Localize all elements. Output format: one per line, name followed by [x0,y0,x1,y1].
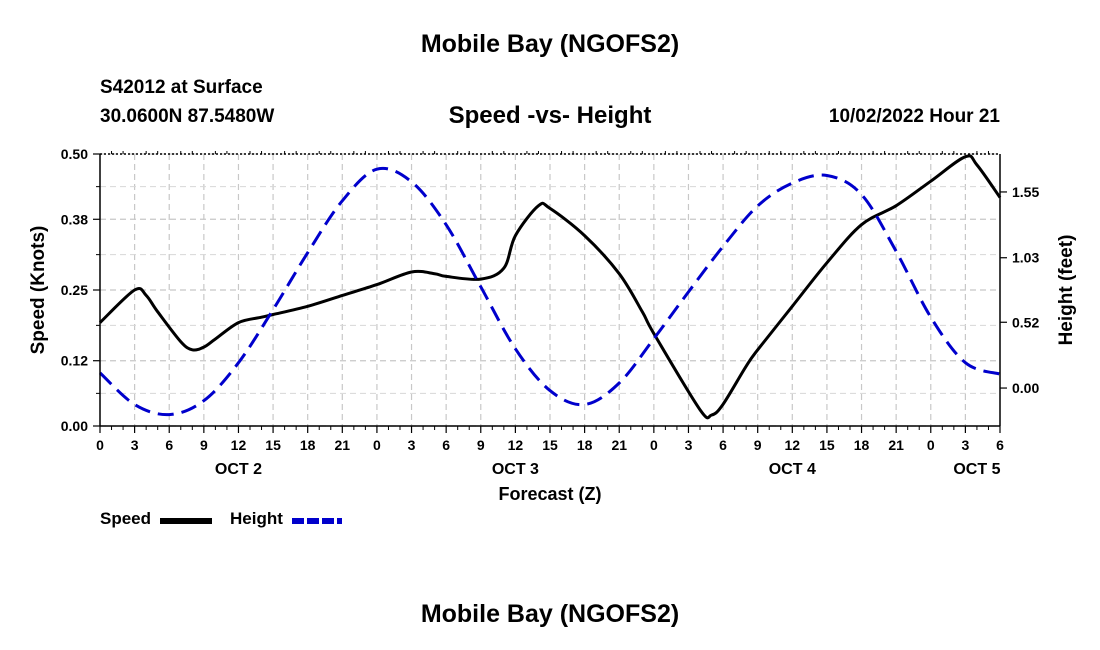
x-tick-label: 9 [754,437,762,453]
y-tick-label: 0.12 [61,353,88,369]
x-tick-label: 18 [854,437,870,453]
x-tick-label: 21 [888,437,904,453]
x-tick-label: 3 [131,437,139,453]
legend-speed-swatch [160,518,212,524]
x-tick-label: 15 [542,437,558,453]
x-tick-label: 21 [611,437,627,453]
x-tick-label: 21 [335,437,351,453]
x-tick-label: 15 [265,437,281,453]
x-tick-label: 12 [785,437,801,453]
grid [100,153,1000,427]
chart-title: Mobile Bay (NGOFS2) [420,30,680,58]
series-layer [98,154,1002,420]
x-tick-label: 3 [961,437,969,453]
series-line-speed [98,154,1002,420]
footer-title: Mobile Bay (NGOFS2) [420,600,680,628]
x-axis-title: Forecast (Z) [498,484,601,504]
x-tick-label: 3 [685,437,693,453]
series-line-height [98,166,1001,417]
x-tick-label: 6 [165,437,173,453]
station-coordinates: 30.0600N 87.5480W [100,106,275,127]
x-tick-label: 0 [96,437,104,453]
x-tick-label: 0 [650,437,658,453]
x-tick-label: 12 [231,437,247,453]
station-label: S42012 at Surface [100,77,263,98]
y2-axis-title: Height (feet) [1056,235,1077,346]
y-axis-title: Speed (Knots) [28,226,49,355]
x-tick-label: 9 [477,437,485,453]
x-day-label: OCT 5 [953,461,1000,478]
legend-height-label: Height [230,509,283,528]
y-tick-label: 0.25 [61,282,88,298]
x-tick-label: 0 [927,437,935,453]
y-tick-label: 0.50 [61,146,88,162]
forecast-datetime: 10/02/2022 Hour 21 [828,106,1000,127]
y2-tick-label: 0.00 [1012,380,1039,396]
x-day-label: OCT 4 [769,461,816,478]
legend-speed-label: Speed [100,509,152,528]
x-tick-label: 18 [577,437,593,453]
x-tick-label: 9 [200,437,208,453]
y-tick-label: 0.38 [61,211,88,227]
x-tick-label: 6 [442,437,450,453]
y2-tick-label: 0.52 [1012,314,1039,330]
legend-height-swatch [292,518,342,524]
x-tick-label: 18 [300,437,316,453]
x-tick-label: 15 [819,437,835,453]
x-tick-label: 0 [373,437,381,453]
x-day-label: OCT 2 [215,461,262,478]
y2-tick-label: 1.03 [1012,250,1039,266]
x-tick-label: 6 [996,437,1004,453]
y2-tick-label: 1.55 [1012,184,1039,200]
x-day-label: OCT 3 [492,461,539,478]
y-tick-label: 0.00 [61,418,88,434]
x-tick-label: 6 [719,437,727,453]
chart-subtitle: Speed -vs- Height [448,102,652,129]
x-tick-label: 3 [408,437,416,453]
x-tick-label: 12 [508,437,524,453]
axes: 0 3 6 9 12 15 18 21 0 3 6 9 12 15 18 21 0 3 6 9 12 15 18 21 0 3 6 0… [28,146,1077,504]
